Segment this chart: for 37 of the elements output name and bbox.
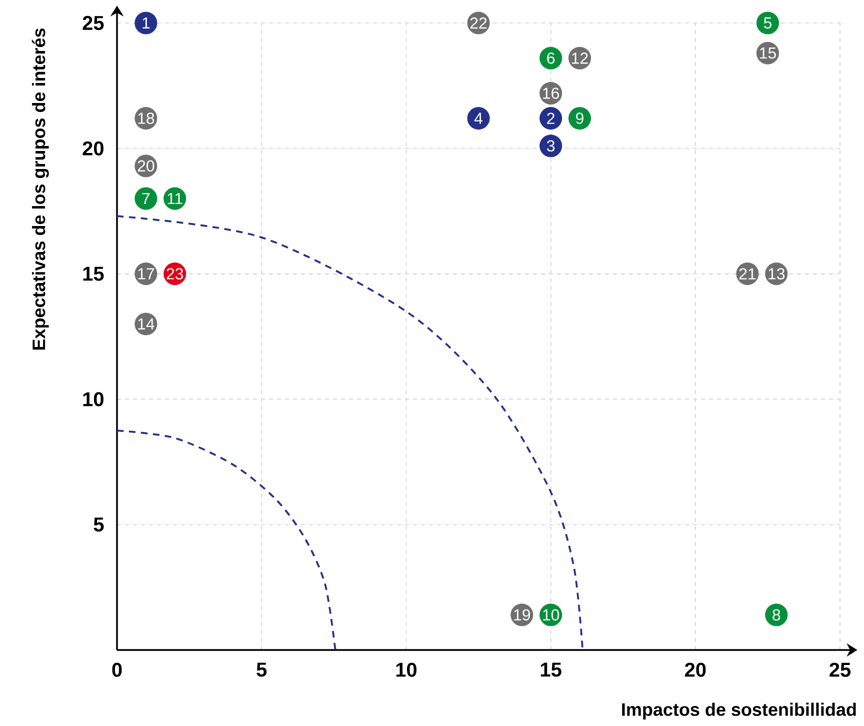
annotation: 13 <box>768 268 785 280</box>
annotation: 3 <box>546 140 555 152</box>
annotation: 8 <box>772 609 780 621</box>
x-tick-label: 20 <box>684 662 706 677</box>
x-tick-label: 10 <box>396 662 416 677</box>
annotation: 12 <box>572 52 588 64</box>
annotation: 10 <box>543 609 560 621</box>
annotation: 21 <box>739 268 756 280</box>
line-series <box>116 430 336 651</box>
annotation: 2 <box>547 112 554 124</box>
annotation: 14 <box>138 318 154 330</box>
x-tick-label: 5 <box>256 662 267 677</box>
annotation: 6 <box>547 52 555 64</box>
annotation: 22 <box>470 17 487 29</box>
annotation: 19 <box>514 609 530 621</box>
x-axis-title: Impactos de sostenibillidad <box>622 702 856 720</box>
annotation: 16 <box>543 88 559 99</box>
x-tick-label: 0 <box>112 662 122 677</box>
annotation: 18 <box>138 112 154 124</box>
y-tick-label: 10 <box>83 392 104 406</box>
annotation: 9 <box>576 112 584 124</box>
x-tick-label: 15 <box>540 662 562 677</box>
annotation: 17 <box>138 268 154 280</box>
x-tick-label: 25 <box>830 662 851 677</box>
y-tick-label: 5 <box>94 518 104 532</box>
y-tick-label: 25 <box>82 16 104 30</box>
annotation: 11 <box>168 193 182 204</box>
annotation: 5 <box>764 17 772 29</box>
annotation: 20 <box>138 160 154 172</box>
annotation: 23 <box>166 268 184 280</box>
y-tick-label: 20 <box>82 141 104 156</box>
annotation: 4 <box>474 112 482 124</box>
y-axis-title: Expectativas de los grupos de interés <box>32 28 49 350</box>
y-tick-label: 15 <box>83 266 104 281</box>
annotation: 7 <box>142 193 150 204</box>
annotation: 15 <box>760 48 776 59</box>
annotation: 1 <box>142 18 150 28</box>
